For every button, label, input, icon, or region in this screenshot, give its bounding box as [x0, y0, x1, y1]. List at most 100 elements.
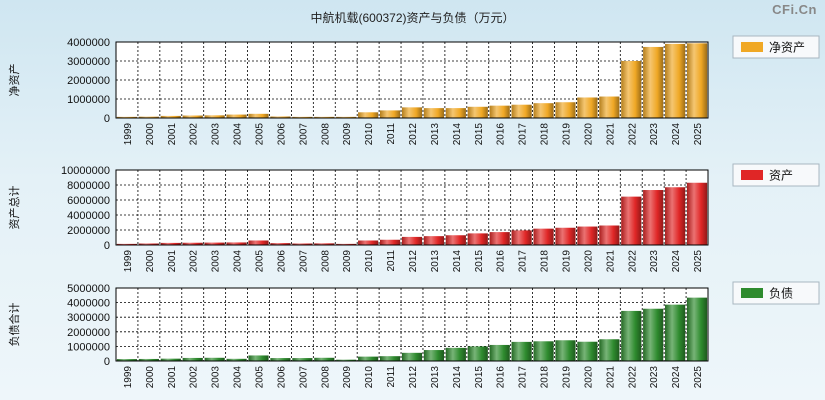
bar-2017: [511, 341, 532, 361]
y-tick-label: 2000000: [67, 327, 110, 339]
legend-swatch: [741, 42, 763, 52]
y-tick-label: 3000000: [67, 56, 110, 68]
x-tick-label: 2011: [386, 250, 397, 272]
x-tick-label: 2002: [189, 250, 200, 273]
x-tick-label: 2020: [583, 123, 594, 146]
x-tick-label: 2004: [233, 250, 244, 273]
x-tick-label: 2005: [255, 123, 266, 146]
bar-2009: [336, 359, 357, 361]
y-tick-label: 0: [104, 356, 110, 368]
bar-2011: [379, 239, 401, 245]
bar-2000: [138, 116, 159, 118]
x-tick-label: 2015: [474, 366, 485, 389]
bar-2008: [314, 357, 335, 361]
bar-2007: [292, 116, 313, 118]
x-tick-label: 2009: [342, 366, 353, 389]
bar-2011: [379, 356, 401, 361]
legend-box: [732, 163, 820, 187]
bar-2016: [489, 105, 510, 118]
x-tick-label: 2015: [474, 123, 485, 146]
bar-2018: [533, 228, 554, 245]
legend-label: 净资产: [769, 41, 805, 55]
x-tick-label: 2023: [649, 250, 660, 273]
x-tick-label: 2021: [605, 366, 616, 389]
y-axis-label: 负债合计: [7, 303, 21, 347]
x-tick-label: 1999: [123, 250, 134, 273]
bar-2006: [270, 243, 291, 245]
x-tick-label: 2007: [298, 366, 309, 389]
bar-2009: [336, 243, 357, 245]
x-tick-label: 2014: [452, 366, 463, 389]
x-tick-label: 2024: [671, 250, 682, 273]
x-tick-label: 2019: [561, 123, 572, 146]
bar-2009: [336, 116, 357, 118]
bar-2015: [467, 346, 488, 361]
x-tick-label: 2025: [693, 123, 704, 146]
x-tick-label: 2018: [540, 366, 551, 389]
bar-1999: [116, 116, 138, 118]
x-tick-label: 2005: [255, 250, 266, 273]
bar-2003: [204, 357, 225, 361]
brand-logo: CFi.Cn: [772, 2, 817, 17]
plot-border: [115, 169, 709, 246]
bar-2014: [445, 347, 466, 361]
bar-2005: [248, 355, 269, 361]
x-tick-label: 2010: [364, 366, 375, 389]
x-tick-label: 2008: [320, 123, 331, 146]
x-tick-label: 2017: [518, 366, 529, 389]
x-tick-label: 2006: [276, 123, 287, 146]
x-tick-label: 2012: [408, 366, 419, 389]
legend-box: [732, 281, 820, 305]
x-tick-label: 2013: [430, 366, 441, 389]
x-tick-label: 2005: [255, 366, 266, 389]
bar-2018: [533, 103, 554, 118]
x-tick-label: 2002: [189, 123, 200, 146]
y-tick-label: 0: [104, 113, 110, 125]
legend-label: 资产: [769, 169, 793, 183]
bar-2017: [511, 230, 532, 245]
x-tick-label: 2001: [167, 250, 178, 273]
y-tick-label: 1000000: [67, 94, 110, 106]
bar-2000: [138, 358, 159, 361]
x-tick-label: 2016: [496, 123, 507, 146]
legend-swatch: [741, 288, 763, 298]
bar-2004: [226, 358, 247, 361]
bar-2020: [577, 97, 598, 118]
bar-2011: [379, 110, 401, 118]
bar-2014: [445, 108, 466, 118]
bar-2025: [686, 43, 708, 118]
chart-panel-2: 0 2000000 4000000 6000000 8000000 10000000 199…: [7, 163, 820, 273]
bar-2008: [314, 116, 335, 118]
x-tick-label: 2016: [496, 250, 507, 273]
x-tick-label: 2014: [452, 250, 463, 273]
plot-border: [115, 41, 709, 119]
x-tick-label: 2017: [518, 123, 529, 146]
x-tick-label: 2011: [386, 366, 397, 388]
x-tick-label: 2020: [583, 250, 594, 273]
bar-2014: [445, 235, 466, 245]
bar-2005: [248, 240, 269, 245]
bar-2007: [292, 243, 313, 245]
y-tick-label: 0: [104, 240, 110, 252]
bar-2016: [489, 232, 510, 245]
y-tick-label: 2000000: [67, 225, 110, 237]
bar-2024: [665, 43, 686, 118]
y-tick-label: 4000000: [67, 298, 110, 310]
x-tick-label: 2006: [276, 250, 287, 273]
bar-2020: [577, 341, 598, 361]
chart-title: 中航机载(600372)资产与负债（万元）: [310, 11, 515, 25]
x-tick-label: 2009: [342, 250, 353, 273]
x-tick-label: 2000: [145, 250, 156, 273]
bar-2010: [358, 356, 379, 361]
x-tick-label: 2006: [276, 366, 287, 389]
y-tick-label: 2000000: [67, 75, 110, 87]
bar-1999: [116, 359, 138, 361]
bar-2023: [643, 46, 664, 118]
x-tick-label: 2001: [167, 123, 178, 146]
x-tick-label: 2018: [540, 250, 551, 273]
y-tick-label: 3000000: [67, 312, 110, 324]
y-tick-label: 10000000: [61, 165, 110, 177]
bar-2024: [665, 187, 686, 245]
y-axis-label: 资产总计: [7, 186, 21, 230]
bar-2002: [182, 242, 203, 245]
